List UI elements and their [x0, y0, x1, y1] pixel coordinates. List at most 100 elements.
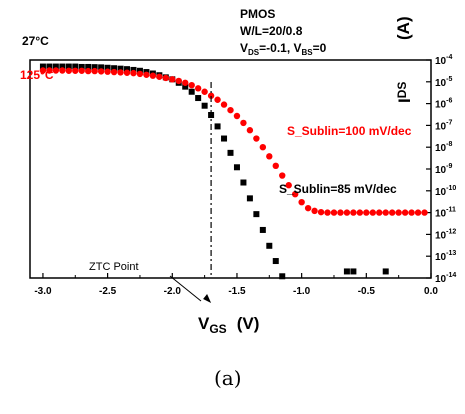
data-point-125c: [408, 209, 415, 216]
data-point-125c: [395, 209, 402, 216]
data-point-125c: [182, 79, 189, 86]
data-point-125c: [311, 207, 318, 215]
data-point-27c: [246, 195, 253, 202]
data-point-27c: [39, 63, 46, 70]
legend-125c: 125°C: [20, 68, 54, 82]
data-point-125c: [220, 101, 228, 108]
data-point-125c: [117, 69, 124, 76]
data-point-125c: [330, 209, 338, 216]
data-point-125c: [59, 67, 66, 74]
data-point-27c: [72, 63, 79, 70]
data-point-125c: [194, 85, 202, 92]
data-point-125c: [130, 69, 137, 77]
y-tick-label: 10-6: [435, 98, 452, 111]
data-point-125c: [259, 144, 267, 151]
data-point-27c: [233, 164, 240, 171]
data-point-125c: [343, 209, 351, 216]
data-point-27c: [279, 273, 286, 280]
data-point-125c: [266, 153, 273, 160]
data-point-27c: [46, 63, 53, 70]
y-tick-label: 10-8: [435, 141, 452, 154]
x-tick-label: -1.5: [228, 286, 246, 297]
data-point-125c: [175, 77, 182, 85]
ztc-arrowhead: [203, 294, 212, 303]
x-tick-label: -1.0: [293, 286, 311, 297]
data-point-27c: [221, 135, 228, 142]
data-point-125c: [39, 67, 47, 74]
data-point-27c: [59, 63, 66, 70]
sublin-125c-label: S_Sublin=100 mV/dec: [287, 124, 412, 138]
bias-mid: =-0.1, V: [259, 41, 301, 55]
data-point-27c: [124, 66, 131, 73]
data-point-125c: [162, 74, 170, 82]
x-tick-label: -2.0: [164, 286, 182, 297]
bias-end: =0: [313, 41, 327, 55]
y-tick-label: 10-7: [435, 119, 452, 132]
figure-caption: (a): [214, 366, 242, 390]
data-point-125c: [376, 209, 383, 216]
y-tick-label: 10-12: [435, 228, 456, 241]
data-point-125c: [337, 209, 344, 216]
data-point-27c: [104, 64, 111, 71]
data-point-125c: [240, 119, 247, 127]
data-point-27c: [188, 88, 195, 95]
data-point-125c: [85, 67, 92, 75]
y-tick-label: 10-10: [435, 185, 456, 198]
data-point-125c: [369, 209, 376, 216]
device-wl: W/L=20/0.8: [240, 24, 303, 38]
data-point-27c: [266, 242, 273, 249]
data-point-27c: [117, 65, 124, 72]
data-point-125c: [91, 67, 98, 75]
x-axis-title: VGS (V): [198, 314, 259, 336]
data-point-125c: [298, 198, 305, 206]
y-tick-label: 10-14: [435, 272, 456, 285]
y-tick-label: 10-4: [435, 54, 452, 67]
data-point-27c: [343, 268, 350, 275]
legend-27c: 27°C: [22, 34, 49, 48]
data-point-27c: [259, 226, 266, 233]
y-axis-unit: (A): [394, 16, 413, 40]
data-point-27c: [78, 63, 85, 70]
y-tick-label: 10-5: [435, 76, 452, 89]
data-point-125c: [169, 76, 176, 83]
data-point-27c: [91, 64, 98, 71]
data-point-27c: [272, 258, 279, 265]
data-point-27c: [111, 65, 118, 72]
data-point-125c: [304, 204, 312, 212]
data-point-125c: [104, 68, 111, 75]
data-point-125c: [324, 209, 331, 216]
data-point-125c: [279, 172, 286, 179]
data-point-125c: [156, 73, 163, 80]
data-point-125c: [227, 106, 234, 114]
data-point-125c: [285, 182, 292, 189]
data-point-125c: [272, 162, 279, 170]
x-tick-label: -2.5: [99, 286, 117, 297]
data-point-125c: [317, 208, 325, 216]
ztc-label: ZTC Point: [89, 261, 139, 273]
data-point-125c: [72, 67, 79, 74]
y-tick-label: 10-9: [435, 163, 452, 176]
data-point-27c: [227, 149, 234, 156]
data-point-125c: [291, 190, 299, 198]
data-point-125c: [350, 209, 357, 216]
data-point-125c: [253, 135, 260, 142]
data-point-125c: [382, 209, 389, 216]
x-tick-label: -3.0: [34, 286, 52, 297]
data-point-125c: [65, 67, 73, 74]
data-point-125c: [123, 69, 131, 76]
bias-vds-sub: DS: [248, 48, 260, 57]
data-point-125c: [388, 209, 396, 216]
y-tick-label: 10-13: [435, 250, 456, 263]
device-type: PMOS: [240, 7, 275, 21]
data-point-125c: [78, 67, 85, 74]
data-point-125c: [46, 67, 53, 74]
data-point-27c: [85, 63, 92, 70]
data-point-125c: [143, 71, 150, 78]
data-point-27c: [350, 268, 357, 275]
data-point-27c: [240, 179, 247, 186]
plot-frame: [29, 59, 432, 279]
data-point-125c: [233, 112, 241, 120]
data-point-125c: [149, 72, 157, 79]
data-point-27c: [214, 123, 221, 130]
